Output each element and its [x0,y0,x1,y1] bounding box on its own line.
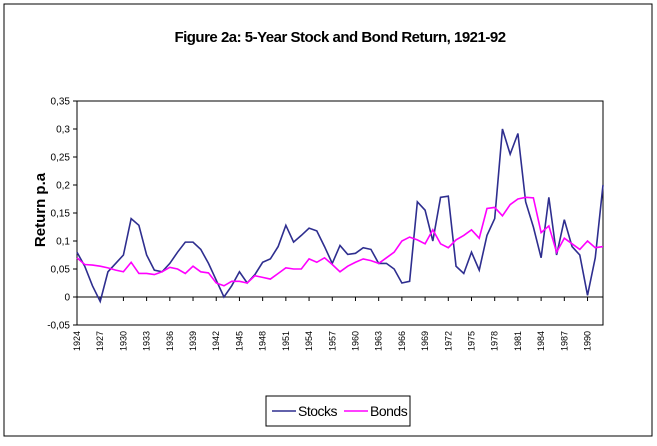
x-tick-label: 1945 [234,331,244,351]
x-tick-label: 1951 [281,331,291,351]
y-tick-label: 0,35 [51,97,71,108]
x-tick-label: 1957 [327,331,337,351]
x-tick-label: 1975 [467,331,477,351]
chart-title: Figure 2a: 5-Year Stock and Bond Return,… [174,29,505,46]
y-tick-label: 0,25 [51,153,71,164]
x-tick-label: 1972 [443,331,453,351]
x-tick-label: 1984 [536,331,546,351]
y-tick-label: 0,05 [51,265,71,276]
x-tick-label: 1990 [583,331,593,351]
x-tick-label: 1981 [513,331,523,351]
x-tick-label: 1948 [258,331,268,351]
x-tick-label: 1969 [420,331,430,351]
y-axis-label: Return p.a [32,172,49,247]
x-tick-label: 1924 [72,331,82,351]
series-line [76,196,604,287]
legend-label: Bonds [370,403,408,419]
x-tick-label: 1954 [304,331,314,351]
series-line [76,128,604,304]
y-tick-label: 0,15 [51,209,71,220]
x-tick-label: 1939 [188,331,198,351]
x-tick-label: 1930 [118,331,128,351]
x-tick-label: 1942 [211,331,221,351]
legend-label: Stocks [298,403,338,419]
x-tick-label: 1963 [374,331,384,351]
y-tick-label: -0,05 [47,321,70,332]
y-tick-label: 0,3 [56,125,70,136]
y-tick-label: 0,2 [56,181,70,192]
y-tick-label: 0,1 [56,237,70,248]
x-tick-label: 1927 [95,331,105,351]
chart-frame [3,3,653,437]
x-tick-label: 1933 [142,331,152,351]
x-tick-label: 1960 [350,331,360,351]
x-tick-label: 1966 [397,331,407,351]
x-tick-label: 1936 [165,331,175,351]
x-tick-label: 1978 [490,331,500,351]
x-tick-label: 1987 [559,331,569,351]
y-tick-label: 0 [64,293,70,304]
